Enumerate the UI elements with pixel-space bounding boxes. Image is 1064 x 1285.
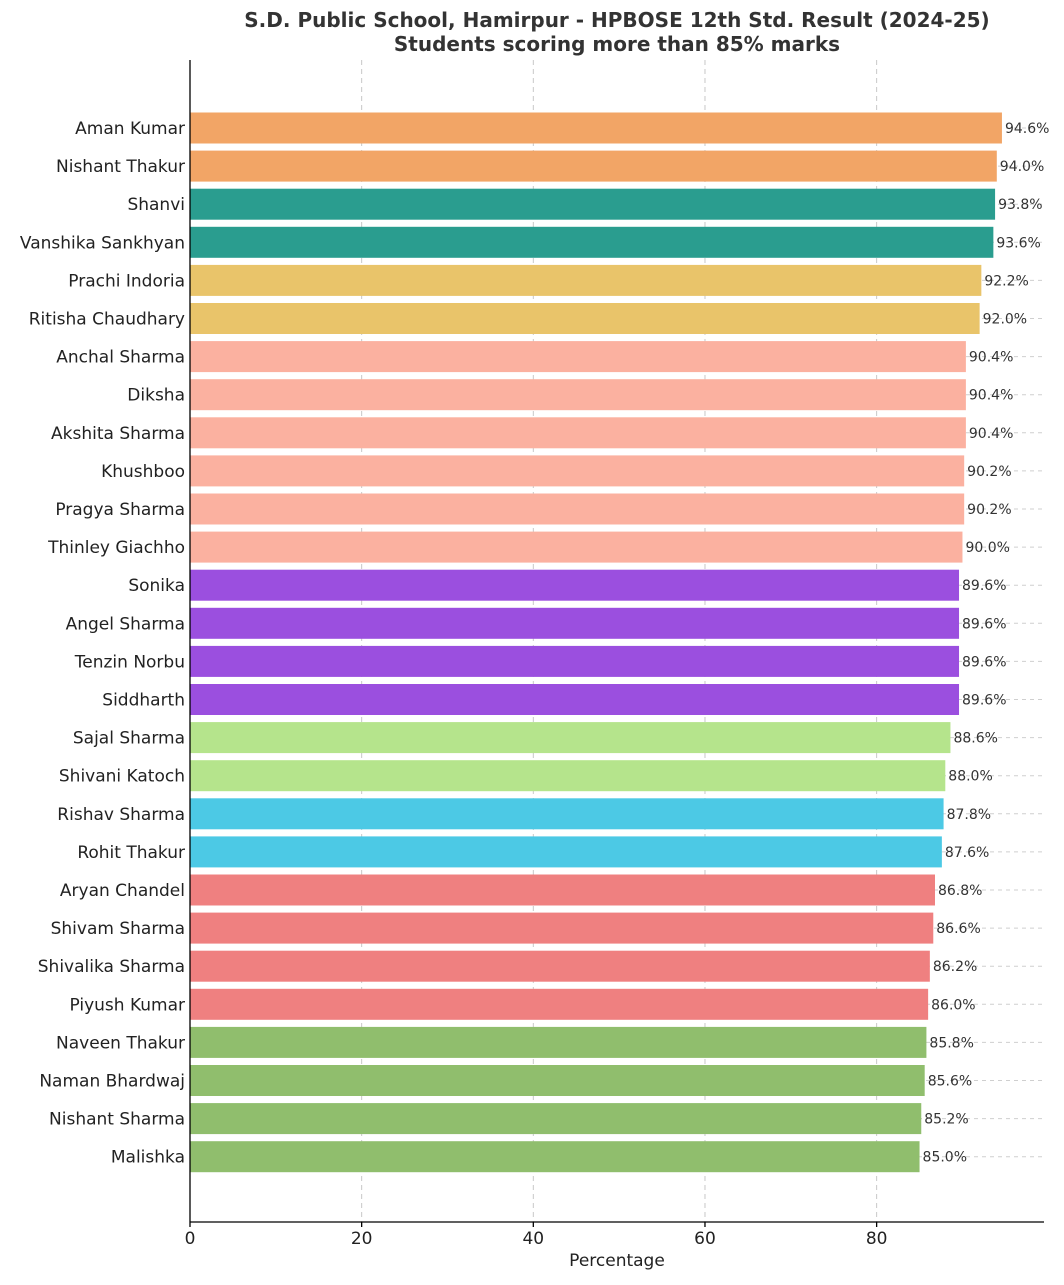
bar xyxy=(190,455,965,487)
value-label: 86.2% xyxy=(933,959,977,975)
bar xyxy=(190,569,960,601)
value-label: 86.8% xyxy=(938,883,982,899)
chart-subtitle: Students scoring more than 85% marks xyxy=(394,32,840,56)
value-label: 92.2% xyxy=(984,273,1028,289)
category-label: Pragya Sharma xyxy=(55,500,185,520)
bar xyxy=(190,760,946,792)
category-label: Shivalika Sharma xyxy=(38,957,185,977)
bar xyxy=(190,188,996,220)
category-label: Vanshika Sankhyan xyxy=(20,233,185,253)
category-label: Naman Bhardwaj xyxy=(39,1072,185,1092)
category-label: Khushboo xyxy=(101,462,185,482)
bar xyxy=(190,1026,927,1058)
category-label: Nishant Sharma xyxy=(49,1110,185,1130)
bar xyxy=(190,874,935,906)
category-label: Sonika xyxy=(128,576,185,596)
bar xyxy=(190,493,965,525)
value-label: 85.0% xyxy=(923,1150,967,1166)
value-label: 86.0% xyxy=(931,997,975,1013)
value-label: 94.0% xyxy=(1000,159,1044,175)
bar xyxy=(190,379,966,411)
value-label: 92.0% xyxy=(983,312,1027,328)
bar xyxy=(190,150,997,182)
x-tick-label: 80 xyxy=(866,1229,888,1249)
bar xyxy=(190,417,966,449)
value-label: 87.8% xyxy=(947,807,991,823)
bar xyxy=(190,798,944,830)
value-label: 89.6% xyxy=(962,693,1006,709)
bar xyxy=(190,531,963,563)
value-label: 94.6% xyxy=(1005,121,1049,137)
bar xyxy=(190,264,982,296)
bar xyxy=(190,1065,925,1096)
bar xyxy=(190,607,960,639)
value-labels: 94.6% 94.0% 93.8% 93.6% 92.2% 92.0% 90.4% 90.4%… xyxy=(923,121,1050,1166)
category-label: Prachi Indoria xyxy=(68,271,185,291)
value-label: 93.8% xyxy=(998,197,1042,213)
category-label: Ritisha Chaudhary xyxy=(29,310,185,330)
value-label: 90.4% xyxy=(969,350,1013,366)
category-label: Angel Sharma xyxy=(66,614,185,634)
bar xyxy=(190,1141,920,1173)
value-label: 86.6% xyxy=(936,921,980,937)
value-label: 90.2% xyxy=(967,464,1011,480)
bar xyxy=(190,303,980,334)
category-label: Akshita Sharma xyxy=(51,424,185,444)
bars xyxy=(190,112,1002,1173)
x-tick-label: 40 xyxy=(522,1229,544,1249)
category-label: Shivam Sharma xyxy=(51,919,185,939)
bar xyxy=(190,112,1002,144)
category-label: Shanvi xyxy=(127,195,185,215)
value-label: 90.4% xyxy=(969,388,1013,404)
value-label: 90.4% xyxy=(969,426,1013,442)
x-tick-label: 60 xyxy=(694,1229,716,1249)
value-label: 88.0% xyxy=(948,769,992,785)
category-label: Anchal Sharma xyxy=(56,348,185,368)
value-label: 90.2% xyxy=(967,502,1011,518)
bar xyxy=(190,950,930,982)
category-label: Siddharth xyxy=(102,691,185,711)
x-tick-label: 20 xyxy=(351,1229,373,1249)
category-label: Shivani Katoch xyxy=(59,767,185,787)
category-label: Aryan Chandel xyxy=(60,881,185,901)
category-label: Naveen Thakur xyxy=(56,1033,185,1053)
value-label: 87.6% xyxy=(945,845,989,861)
x-axis-title: Percentage xyxy=(569,1251,665,1271)
category-label: Thinley Giachho xyxy=(47,538,185,558)
bar xyxy=(190,722,951,754)
bar xyxy=(190,645,960,677)
value-label: 89.6% xyxy=(962,578,1006,594)
bar xyxy=(190,226,994,258)
value-label: 93.6% xyxy=(996,235,1040,251)
category-labels: Aman Kumar Nishant Thakur Shanvi Vanshika S… xyxy=(20,119,185,1168)
value-label: 90.0% xyxy=(965,540,1009,556)
category-label: Nishant Thakur xyxy=(56,157,185,177)
category-label: Aman Kumar xyxy=(75,119,185,139)
category-label: Tenzin Norbu xyxy=(74,652,185,672)
value-label: 89.6% xyxy=(962,654,1006,670)
chart-title: S.D. Public School, Hamirpur - HPBOSE 12… xyxy=(244,8,989,32)
category-label: Piyush Kumar xyxy=(69,995,185,1015)
category-label: Sajal Sharma xyxy=(73,729,185,749)
category-label: Malishka xyxy=(111,1148,185,1168)
axes: 0 20 40 60 80 xyxy=(185,60,1044,1249)
value-label: 88.6% xyxy=(953,731,997,747)
bar xyxy=(190,1103,922,1135)
bar xyxy=(190,684,960,715)
value-label: 85.6% xyxy=(928,1074,972,1090)
bar xyxy=(190,341,966,373)
x-tick-label: 0 xyxy=(185,1229,196,1249)
bar xyxy=(190,912,934,944)
category-label: Rohit Thakur xyxy=(77,843,185,863)
value-label: 85.8% xyxy=(929,1035,973,1051)
value-label: 89.6% xyxy=(962,616,1006,632)
category-label: Rishav Sharma xyxy=(57,805,185,825)
value-label: 85.2% xyxy=(924,1112,968,1128)
category-label: Diksha xyxy=(127,386,185,406)
bar xyxy=(190,988,929,1020)
bar xyxy=(190,836,942,868)
